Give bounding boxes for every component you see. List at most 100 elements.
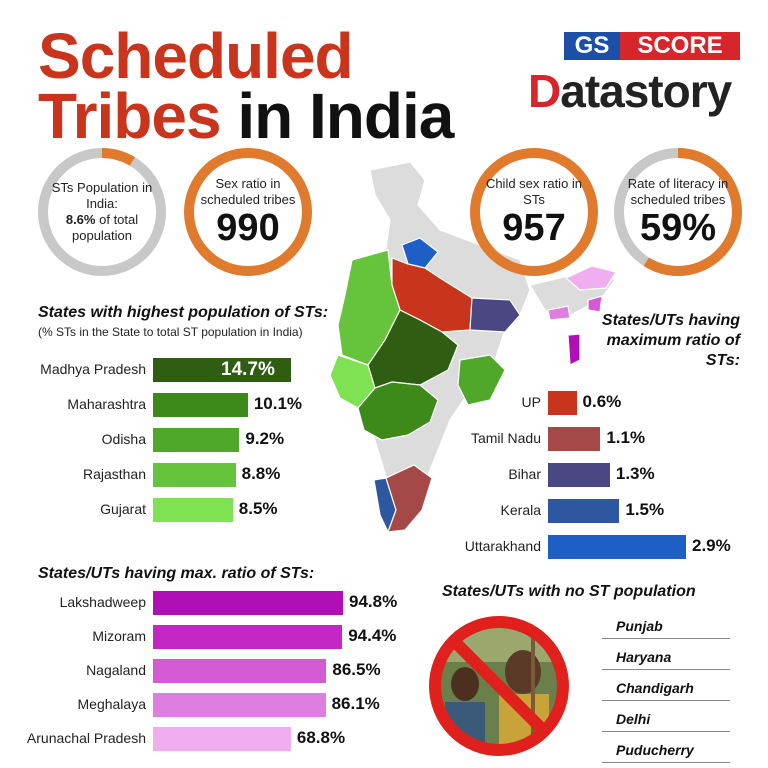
no-st-title: States/UTs with no ST population xyxy=(442,583,696,600)
bar-bottom-0 xyxy=(153,591,343,615)
bar-pop-4 xyxy=(153,498,233,522)
circle-2-value: 990 xyxy=(216,207,280,249)
page-title: Scheduled Tribes in India xyxy=(38,20,454,148)
ring-sex-ratio xyxy=(184,148,312,276)
bar-label-right-2: Bihar xyxy=(508,466,541,482)
bar-value-pop-3: 8.8% xyxy=(241,464,281,483)
bar-label-bottom-2: Nagaland xyxy=(86,662,146,678)
circle-1-bold-line: 8.6% of total population xyxy=(50,212,154,244)
chart-2-title: States/UTs having maximum ratio of STs: xyxy=(601,312,740,369)
bar-label-bottom-4: Arunachal Pradesh xyxy=(26,730,146,746)
bar-value-bottom-2: 86.5% xyxy=(332,660,381,679)
bar-value-bottom-1: 94.4% xyxy=(348,626,397,645)
map-mizoram xyxy=(567,333,581,366)
chart-3-title: States/UTs having max. ratio of STs: xyxy=(38,565,315,582)
bar-value-right-2: 1.3% xyxy=(615,464,655,483)
bar-bottom-4 xyxy=(153,727,291,751)
bar-value-right-0: 0.6% xyxy=(582,392,622,411)
circle-1-post: of total population xyxy=(72,212,139,243)
logo-gs: GS xyxy=(564,32,620,60)
bar-value-bottom-4: 68.8% xyxy=(296,728,346,747)
bar-value-pop-4: 8.5% xyxy=(238,499,278,518)
logo-d: D xyxy=(528,65,561,117)
map-bihar xyxy=(469,297,521,333)
bar-bottom-1 xyxy=(153,625,343,649)
ring-st-population xyxy=(38,148,166,276)
bar-pop-3 xyxy=(153,463,236,487)
chart-1-subtitle: (% STs in the State to total ST populati… xyxy=(38,325,303,339)
chart-1-title: States with highest population of STs: xyxy=(38,304,329,321)
datastory-logo: Datastory xyxy=(528,64,732,118)
circle-3-pre: Child sex ratio in STs xyxy=(485,176,583,207)
bar-pop-1 xyxy=(153,393,248,417)
bar-value-pop-2: 9.2% xyxy=(245,429,285,448)
bar-value-right-1: 1.1% xyxy=(606,428,646,447)
map-odisha xyxy=(457,354,506,406)
ring-child-sex-ratio xyxy=(470,148,598,276)
no-st-item-0: Punjab xyxy=(602,614,730,639)
bar-pop-2 xyxy=(153,428,240,452)
title-line-1: Scheduled xyxy=(38,20,354,92)
bar-pop-0 xyxy=(153,358,291,382)
map-arunachal xyxy=(564,265,617,291)
map-tamil-nadu xyxy=(385,464,433,533)
title-line-2: Tribes in India xyxy=(38,84,454,148)
circle-literacy: Rate of literacy in scheduled tribes 59% xyxy=(612,146,744,278)
circle-literacy-text: Rate of literacy in scheduled tribes 59% xyxy=(626,160,730,264)
gsscore-datastory-logo: GS SCORE Datastory xyxy=(528,32,742,122)
circle-child-sex-ratio-text: Child sex ratio in STs 957 xyxy=(482,160,586,264)
no-st-item-4: Puducherry xyxy=(602,738,730,763)
circle-4-pre: Rate of literacy in scheduled tribes xyxy=(627,176,729,207)
bar-label-pop-2: Odisha xyxy=(101,431,146,447)
circle-sex-ratio: Sex ratio in scheduled tribes 990 xyxy=(182,146,314,278)
bar-label-pop-4: Gujarat xyxy=(100,501,146,517)
logo-atastory: atastory xyxy=(560,65,732,117)
bar-bottom-3 xyxy=(153,693,326,717)
map-nagaland xyxy=(587,295,603,313)
circle-sex-ratio-text: Sex ratio in scheduled tribes 990 xyxy=(196,160,300,264)
map-meghalaya xyxy=(547,305,571,321)
bar-label-bottom-1: Mizoram xyxy=(92,628,146,644)
bar-label-pop-0: Madhya Pradesh xyxy=(40,361,146,377)
bar-label-right-1: Tamil Nadu xyxy=(470,430,541,446)
circle-child-sex-ratio: Child sex ratio in STs 957 xyxy=(468,146,600,278)
bar-label-pop-3: Rajasthan xyxy=(82,466,146,482)
bar-value-pop-1: 10.1% xyxy=(253,394,303,413)
ring-literacy xyxy=(614,148,742,276)
bar-value-pop-0: 14.7% xyxy=(221,359,275,380)
circle-1-pre: STs Population in India: xyxy=(51,180,153,211)
bar-value-bottom-0: 94.8% xyxy=(349,592,398,611)
bar-label-right-0: UP xyxy=(521,394,541,410)
prohibition-photo xyxy=(429,616,569,756)
bar-right-3 xyxy=(548,499,620,523)
bar-value-right-4: 2.9% xyxy=(692,536,731,555)
bar-value-right-3: 1.5% xyxy=(625,500,665,519)
bar-label-bottom-0: Lakshadweep xyxy=(59,594,146,610)
circle-st-population-text: STs Population in India: 8.6% of total p… xyxy=(50,160,154,264)
map-madhya-pradesh xyxy=(367,309,459,389)
logo-score: SCORE xyxy=(620,32,740,60)
no-st-item-2: Chandigarh xyxy=(602,676,730,701)
bar-right-1 xyxy=(548,427,601,451)
bar-right-4 xyxy=(548,535,686,559)
title-in-india: in India xyxy=(220,80,454,152)
circle-4-value: 59% xyxy=(639,207,717,249)
no-st-item-1: Haryana xyxy=(602,645,730,670)
map-uttarakhand xyxy=(401,237,439,269)
no-st-item-3: Delhi xyxy=(602,707,730,732)
title-tribes: Tribes xyxy=(38,80,222,152)
bar-label-bottom-3: Meghalaya xyxy=(77,696,147,712)
bar-label-right-3: Kerala xyxy=(500,502,541,518)
circle-1-bold: 8.6% xyxy=(65,212,96,227)
circle-3-value: 957 xyxy=(502,207,566,249)
bar-right-0 xyxy=(548,391,577,415)
map-maharashtra xyxy=(357,381,439,441)
gsscore-logo: GS SCORE xyxy=(564,32,740,60)
circle-st-population: STs Population in India: 8.6% of total p… xyxy=(36,146,168,278)
bar-label-pop-1: Maharashtra xyxy=(67,396,146,412)
bar-value-bottom-3: 86.1% xyxy=(331,694,380,713)
bar-bottom-2 xyxy=(153,659,327,683)
bar-right-2 xyxy=(548,463,610,487)
bar-label-right-4: Uttarakhand xyxy=(464,538,541,554)
circle-2-pre: Sex ratio in scheduled tribes xyxy=(200,176,296,207)
